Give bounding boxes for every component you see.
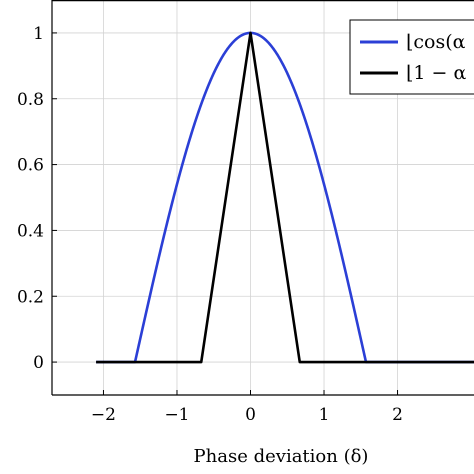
y-tick-label: 0.4 [17,221,44,241]
series-line-1 [96,31,474,364]
x-tick-label: −2 [91,405,116,425]
x-tick-labels: −2 −1 0 1 2 [91,405,403,425]
series-layer [95,31,474,364]
x-axis-label: Phase deviation (δ) [194,446,369,467]
y-tick-labels: 0 0.2 0.4 0.6 0.8 1 [17,24,44,373]
x-tick-label: 1 [319,405,330,425]
legend-box [349,19,474,95]
legend-label-triangle: ⌊1 − α [406,62,467,84]
y-tick-label: 0.2 [17,287,44,307]
x-tick-label: 2 [392,405,403,425]
y-tick-label: 1 [33,24,44,44]
legend-label-cos: ⌊cos(α [406,31,466,53]
y-tick-label: 0 [33,353,44,373]
legend: ⌊cos(α ⌊1 − α [349,19,474,95]
y-tick-label: 0.8 [17,90,44,110]
y-tick-label: 0.6 [17,156,44,176]
axes [51,0,474,396]
x-tick-label: −1 [164,405,189,425]
x-tick-label: 0 [245,405,256,425]
